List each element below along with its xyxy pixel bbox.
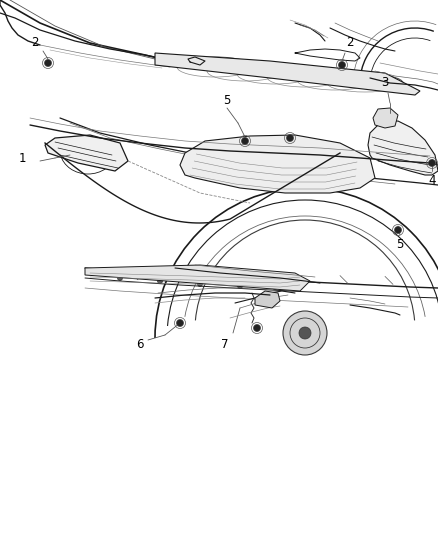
Polygon shape: [368, 121, 438, 175]
Circle shape: [339, 61, 346, 69]
Text: 5: 5: [223, 94, 231, 108]
Circle shape: [254, 325, 261, 332]
Circle shape: [177, 319, 184, 327]
Text: 6: 6: [136, 338, 144, 351]
Polygon shape: [155, 53, 420, 95]
Polygon shape: [255, 291, 280, 308]
Text: 1: 1: [18, 151, 26, 165]
Circle shape: [395, 227, 402, 233]
Text: 5: 5: [396, 238, 404, 251]
Circle shape: [45, 60, 52, 67]
Circle shape: [241, 138, 248, 144]
Text: 2: 2: [346, 36, 354, 50]
Polygon shape: [85, 265, 310, 291]
Polygon shape: [45, 135, 128, 171]
Circle shape: [299, 327, 311, 339]
Circle shape: [428, 159, 435, 166]
Circle shape: [286, 134, 293, 141]
Circle shape: [272, 285, 278, 289]
Circle shape: [198, 281, 202, 287]
Circle shape: [117, 276, 123, 280]
Text: 7: 7: [221, 338, 229, 351]
Polygon shape: [180, 135, 375, 193]
Text: 4: 4: [428, 174, 436, 188]
Circle shape: [158, 279, 162, 284]
Circle shape: [237, 284, 243, 288]
Text: 2: 2: [31, 36, 39, 50]
Circle shape: [283, 311, 327, 355]
Polygon shape: [373, 108, 398, 128]
Text: 3: 3: [381, 77, 389, 90]
